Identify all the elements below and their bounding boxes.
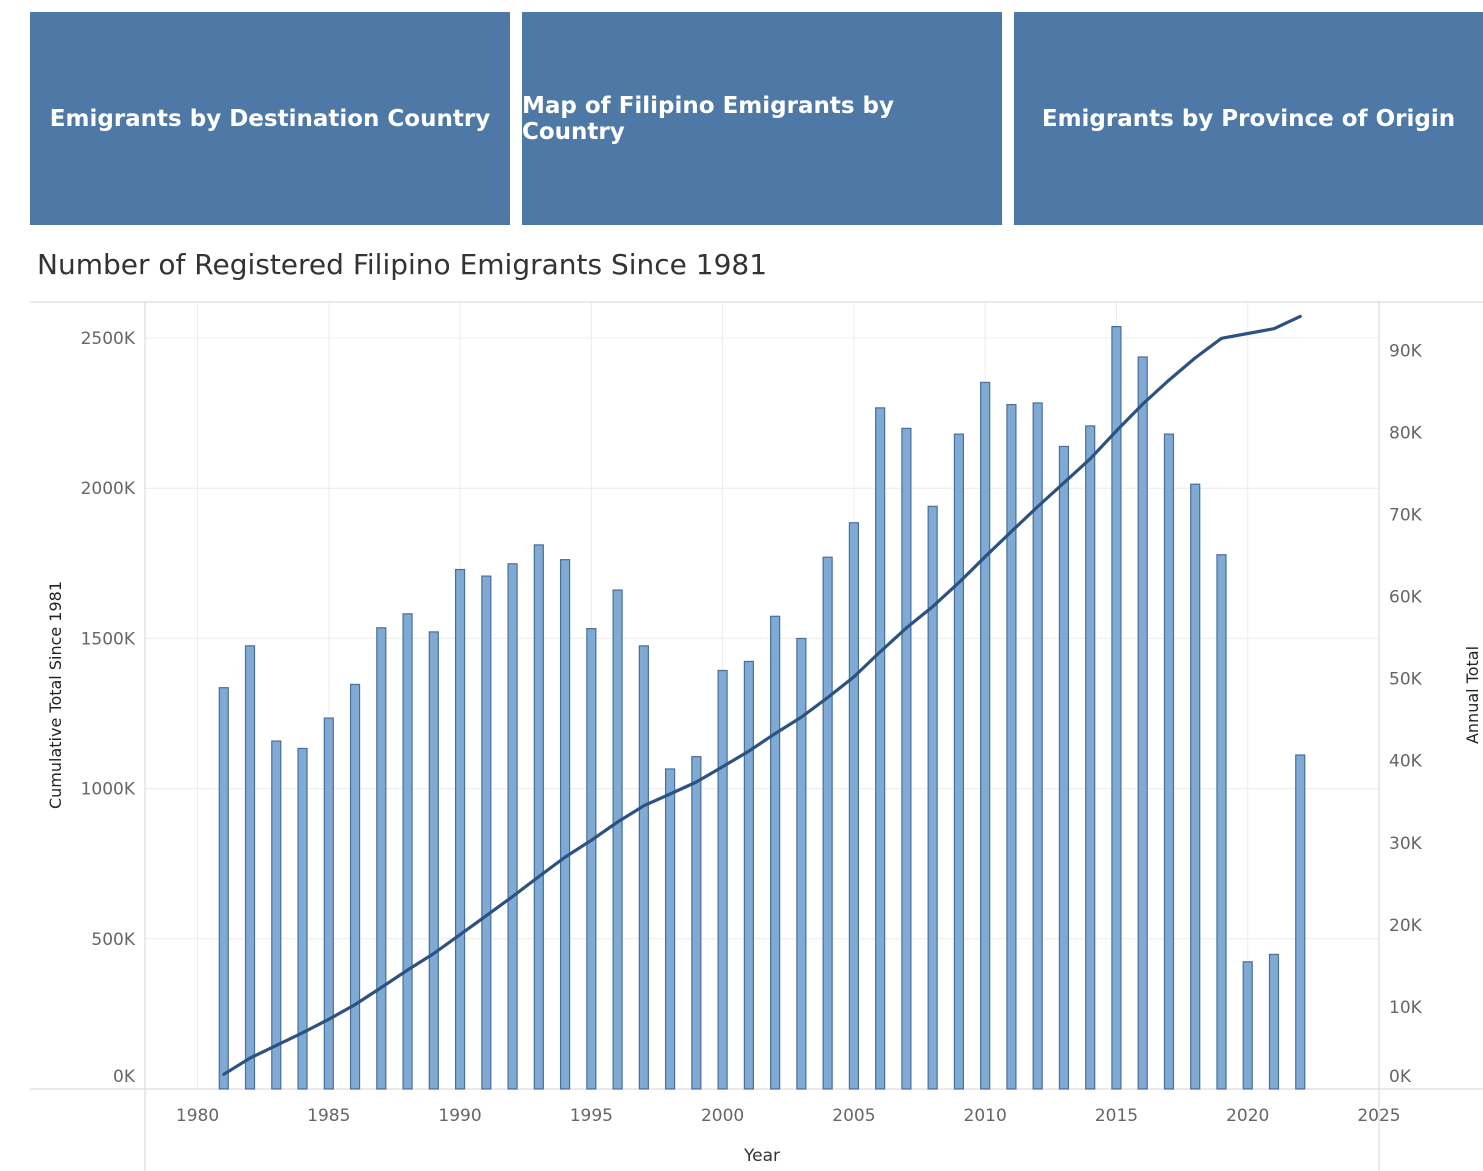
chart-title: Number of Registered Filipino Emigrants … <box>37 248 768 281</box>
nav-button-label: Emigrants by Province of Origin <box>1041 105 1456 132</box>
annual-bar-2019 <box>1216 554 1227 1090</box>
right-tick-label: 70K <box>1389 506 1423 526</box>
right-tick-label: 10K <box>1389 998 1423 1018</box>
annual-bar-1983 <box>271 740 282 1090</box>
right-tick-label: 90K <box>1389 341 1423 361</box>
annual-bar-2010 <box>980 381 991 1090</box>
annual-bar-1994 <box>559 559 571 1090</box>
cumulative-line <box>222 314 1302 1076</box>
annual-bar-2011 <box>1006 403 1017 1090</box>
x-tick-label: 1980 <box>176 1106 219 1126</box>
annual-bar-2009 <box>953 433 965 1090</box>
annual-bar-2005 <box>848 522 859 1090</box>
x-tick-label: 1995 <box>570 1106 613 1126</box>
right-tick-label: 0K <box>1389 1067 1412 1087</box>
annual-bar-2003 <box>796 637 807 1090</box>
annual-bar-1998 <box>665 768 676 1090</box>
left-tick-label: 2500K <box>81 329 136 349</box>
x-tick-label: 2020 <box>1226 1106 1269 1126</box>
annual-bar-2004 <box>822 556 833 1090</box>
annual-bar-2021 <box>1268 953 1280 1090</box>
annual-bar-2013 <box>1058 445 1070 1090</box>
left-tick-label: 500K <box>91 930 135 950</box>
right-tick-label: 30K <box>1389 834 1423 854</box>
annual-bar-2014 <box>1085 425 1096 1090</box>
annual-bar-1989 <box>428 631 439 1090</box>
x-tick-label: 2005 <box>832 1106 875 1126</box>
axis-ticks: 1980 1985 1990 1995 2000 2005 2010 2015 2020 2025… <box>81 329 1423 1126</box>
annual-bar-1997 <box>638 645 649 1090</box>
annual-bar-2012 <box>1032 402 1043 1090</box>
annual-bar-1988 <box>402 613 413 1090</box>
annual-bar-1992 <box>507 563 518 1090</box>
annual-bar-2015 <box>1111 326 1122 1090</box>
left-tick-label: 1000K <box>81 780 136 800</box>
annual-bar-1995 <box>586 628 597 1090</box>
nav-button-emigrants-map[interactable]: Map of Filipino Emigrants by Country <box>522 12 1002 225</box>
annual-bar-1982 <box>244 645 256 1090</box>
annual-bar-2020 <box>1242 961 1253 1090</box>
left-axis-label: Cumulative Total Since 1981 <box>46 581 65 809</box>
left-tick-label: 1500K <box>81 629 136 649</box>
annual-bar-2002 <box>770 615 781 1090</box>
annual-bar-2000 <box>717 669 728 1090</box>
annual-bar-2016 <box>1137 356 1148 1090</box>
nav-button-destination-country[interactable]: Emigrants by Destination Country <box>30 12 510 225</box>
nav-button-label: Map of Filipino Emigrants by Country <box>522 92 894 145</box>
annual-bar-1984 <box>297 747 308 1090</box>
annual-bar-1986 <box>349 683 361 1090</box>
left-tick-label: 0K <box>113 1067 136 1087</box>
x-tick-label: 2015 <box>1095 1106 1138 1126</box>
annual-bar-2018 <box>1190 483 1201 1090</box>
x-tick-label: 2025 <box>1357 1106 1400 1126</box>
annual-bar-2006 <box>875 407 886 1090</box>
annual-bar-1987 <box>376 627 387 1090</box>
right-tick-label: 20K <box>1389 916 1423 936</box>
nav-button-province-of-origin[interactable]: Emigrants by Province of Origin <box>1014 12 1483 225</box>
right-tick-label: 80K <box>1389 423 1423 443</box>
right-tick-label: 40K <box>1389 752 1423 772</box>
annual-bar-1991 <box>481 575 492 1090</box>
right-axis-label: Annual Total <box>1463 646 1482 744</box>
annual-bar-1990 <box>454 568 466 1090</box>
annual-bar-2007 <box>901 427 912 1090</box>
left-tick-label: 2000K <box>81 479 136 499</box>
annual-bar-1999 <box>691 756 702 1090</box>
x-axis-label: Year <box>743 1146 780 1166</box>
annual-bar-2001 <box>743 660 754 1090</box>
annual-bar-1981 <box>218 687 229 1090</box>
x-tick-label: 2010 <box>964 1106 1007 1126</box>
nav-button-label: Emigrants by Destination Country <box>49 105 491 132</box>
x-tick-label: 1990 <box>438 1106 481 1126</box>
annual-bars <box>218 326 1306 1090</box>
annual-bar-1985 <box>323 717 334 1090</box>
annual-bar-2017 <box>1163 433 1175 1090</box>
right-tick-label: 50K <box>1389 670 1423 690</box>
x-tick-label: 2000 <box>701 1106 744 1126</box>
x-tick-label: 1985 <box>307 1106 350 1126</box>
annual-bar-2022 <box>1295 754 1306 1090</box>
annual-bar-2008 <box>927 505 938 1090</box>
annual-bar-1993 <box>533 544 544 1090</box>
cumulative-line-group <box>222 314 1302 1076</box>
annual-bar-1996 <box>612 589 623 1090</box>
right-tick-label: 60K <box>1389 588 1423 608</box>
